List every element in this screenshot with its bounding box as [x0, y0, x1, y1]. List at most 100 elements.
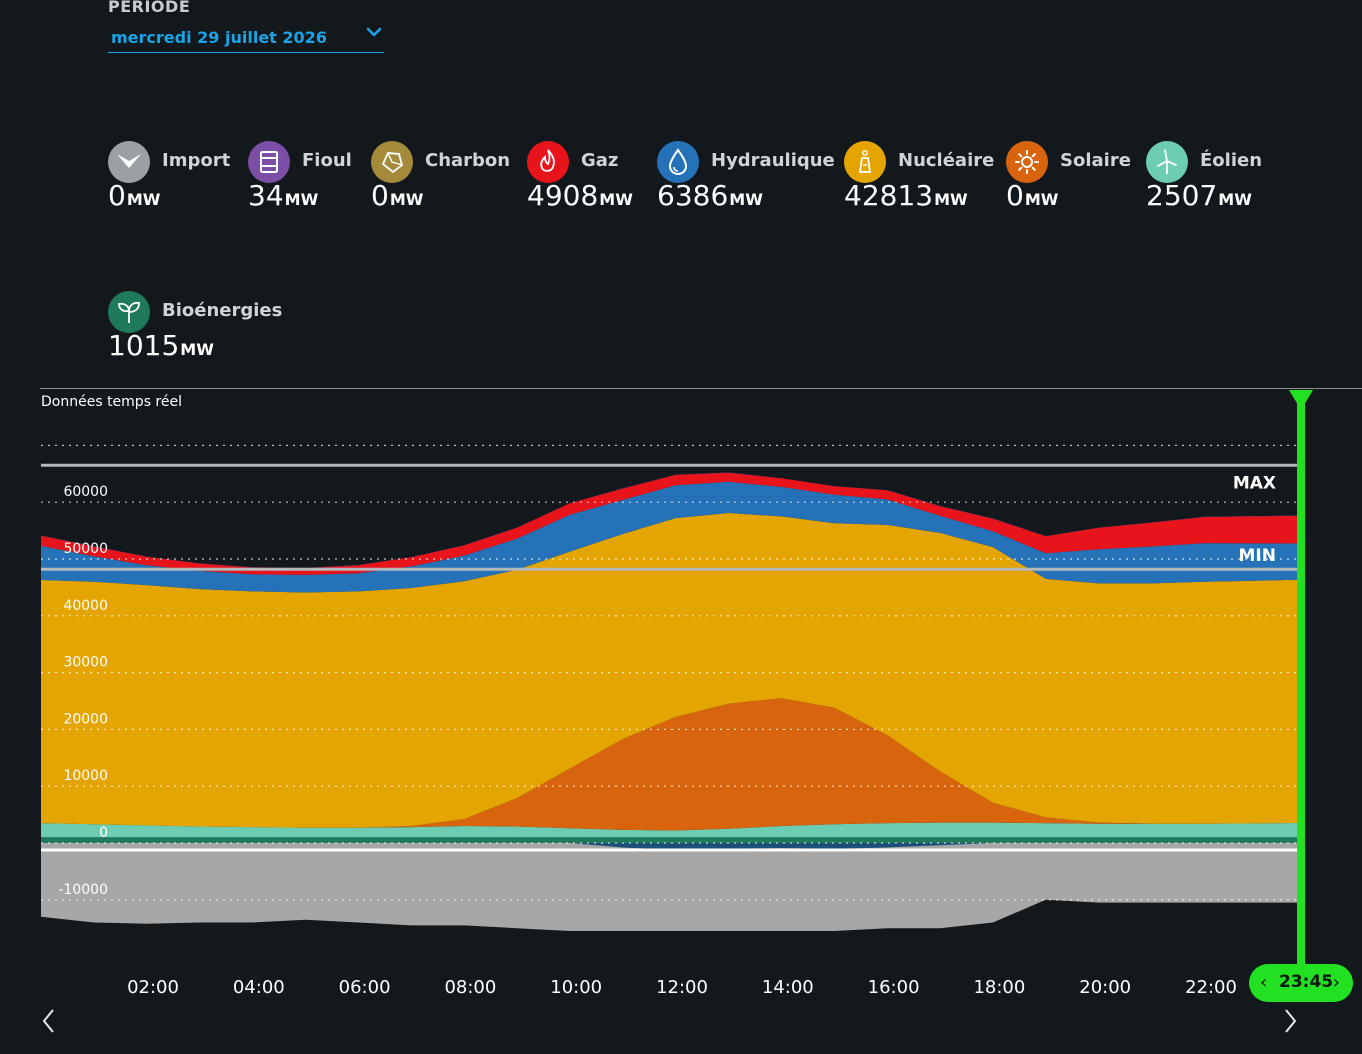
source-value-number: 0 — [371, 179, 389, 212]
source-fioul[interactable]: Fioul 34MW — [248, 141, 378, 213]
source-value-number: 4908 — [527, 179, 599, 212]
x-tick-label: 18:00 — [973, 977, 1025, 998]
x-tick-label: 02:00 — [127, 977, 179, 998]
y-tick-label: -10000 — [58, 882, 108, 898]
source-value-unit: MW — [180, 340, 214, 359]
period-date-value: mercredi 29 juillet 2026 — [111, 28, 327, 47]
x-tick-label: 14:00 — [762, 977, 814, 998]
y-tick-label: 40000 — [63, 598, 108, 614]
source-value: 6386MW — [657, 179, 763, 212]
chevron-left-icon: ‹ — [1260, 972, 1268, 993]
energy-sources-panel: Import 0MW Fioul 34MW Charbon 0MW Gaz 4908MW Hyd… — [0, 0, 1362, 370]
source-value-unit: MW — [389, 190, 424, 209]
source-value-number: 6386 — [657, 179, 729, 212]
y-tick-label: 60000 — [63, 484, 108, 500]
area-negative-pompage — [41, 843, 1297, 850]
x-tick-label: 20:00 — [1079, 977, 1131, 998]
oil-barrel-icon — [260, 151, 278, 173]
current-time-value: 23:45 — [1279, 972, 1334, 992]
source-name: Fioul — [302, 150, 352, 171]
source-eolien[interactable]: Éolien 2507MW — [1146, 141, 1276, 213]
source-value-unit: MW — [729, 190, 763, 209]
source-value-number: 34 — [248, 179, 284, 212]
area-hydraulique — [41, 481, 1297, 593]
y-tick-label: 0 — [99, 825, 108, 841]
source-gaz[interactable]: Gaz 4908MW — [527, 141, 657, 213]
x-tick-label: 12:00 — [656, 977, 708, 998]
source-value: 34MW — [248, 179, 318, 212]
source-value: 0MW — [1006, 179, 1058, 212]
source-value: 0MW — [108, 179, 160, 212]
source-icon-circle — [1006, 141, 1048, 183]
source-value-number: 0 — [1006, 179, 1024, 212]
source-value-unit: MW — [934, 190, 968, 209]
x-tick-label: 08:00 — [444, 977, 496, 998]
x-tick-label: 22:00 — [1185, 977, 1237, 998]
chevron-down-icon — [366, 27, 382, 37]
y-tick-label: 10000 — [63, 768, 108, 784]
chevron-right-icon: › — [1332, 972, 1340, 993]
source-value: 42813MW — [844, 179, 968, 212]
source-value-unit: MW — [284, 190, 319, 209]
chart-divider — [40, 388, 1362, 389]
source-name: Gaz — [581, 150, 619, 171]
source-nucleaire[interactable]: Nucléaire 42813MW — [844, 141, 994, 213]
source-hydraulique[interactable]: Hydraulique 6386MW — [657, 141, 835, 213]
import-icon — [117, 154, 141, 168]
source-icon-circle — [527, 141, 569, 183]
source-name: Charbon — [425, 150, 511, 171]
source-value-number: 0 — [108, 179, 126, 212]
ref-label-max: MAX — [1233, 473, 1276, 493]
coal-icon — [381, 152, 404, 174]
source-icon-circle — [844, 141, 886, 183]
source-name: Nucléaire — [898, 150, 995, 171]
source-value-unit: MW — [599, 190, 633, 209]
source-value-unit: MW — [126, 190, 161, 209]
x-tick-label: 04:00 — [233, 977, 285, 998]
area-bio-nergies — [41, 837, 1297, 843]
x-tick-label: 10:00 — [550, 977, 602, 998]
flame-icon — [540, 149, 555, 172]
source-import[interactable]: Import 0MW — [108, 141, 238, 213]
source-value-number: 2507 — [1146, 179, 1218, 212]
source-value: 4908MW — [527, 179, 633, 212]
current-time-badge[interactable]: ‹ 23:45 › — [1249, 964, 1353, 1002]
source-name: Éolien — [1200, 150, 1263, 171]
source-icon-circle — [1146, 141, 1188, 183]
source-icon-circle — [108, 141, 150, 183]
source-icon-circle — [248, 141, 290, 183]
y-tick-label: 50000 — [63, 541, 108, 557]
source-value: 1015MW — [108, 329, 214, 362]
cursor-handle-icon[interactable] — [1289, 390, 1313, 410]
water-drop-icon — [668, 148, 688, 176]
area-negative-exports — [41, 843, 1297, 931]
previous-day-arrow-icon[interactable] — [36, 1004, 66, 1038]
source-icon-circle — [657, 141, 699, 183]
period-date-select[interactable]: mercredi 29 juillet 2026 — [108, 26, 384, 53]
next-day-arrow-icon[interactable] — [1278, 1004, 1308, 1038]
area-solaire — [41, 698, 1297, 831]
x-tick-label: 06:00 — [339, 977, 391, 998]
x-tick-label: 16:00 — [868, 977, 920, 998]
source-name: Hydraulique — [711, 150, 835, 171]
source-name: Solaire — [1060, 150, 1131, 171]
source-value-unit: MW — [1024, 190, 1059, 209]
source-bioenergies[interactable]: Bioénergies 1015MW — [108, 291, 282, 363]
area--olien — [41, 822, 1297, 838]
y-tick-label: 30000 — [63, 655, 108, 671]
nuclear-plant-icon — [858, 150, 872, 173]
source-value-number: 1015 — [108, 329, 180, 362]
periode-label: PERIODE — [108, 0, 191, 16]
production-stacked-area-chart: -10000 0 10000 20000 30000 40000 50000 60000 MAX… — [41, 390, 1313, 998]
source-value: 2507MW — [1146, 179, 1252, 212]
source-solaire[interactable]: Solaire 0MW — [1006, 141, 1136, 213]
source-value-unit: MW — [1218, 190, 1252, 209]
chart-realtime-label: Données temps réel — [41, 394, 182, 410]
source-name: Import — [162, 150, 231, 171]
sprout-icon — [118, 301, 140, 323]
source-icon-circle — [108, 291, 150, 333]
source-name: Bioénergies — [162, 300, 283, 321]
source-charbon[interactable]: Charbon 0MW — [371, 141, 510, 213]
ref-label-min: MIN — [1239, 546, 1276, 566]
sun-icon — [1015, 150, 1039, 174]
